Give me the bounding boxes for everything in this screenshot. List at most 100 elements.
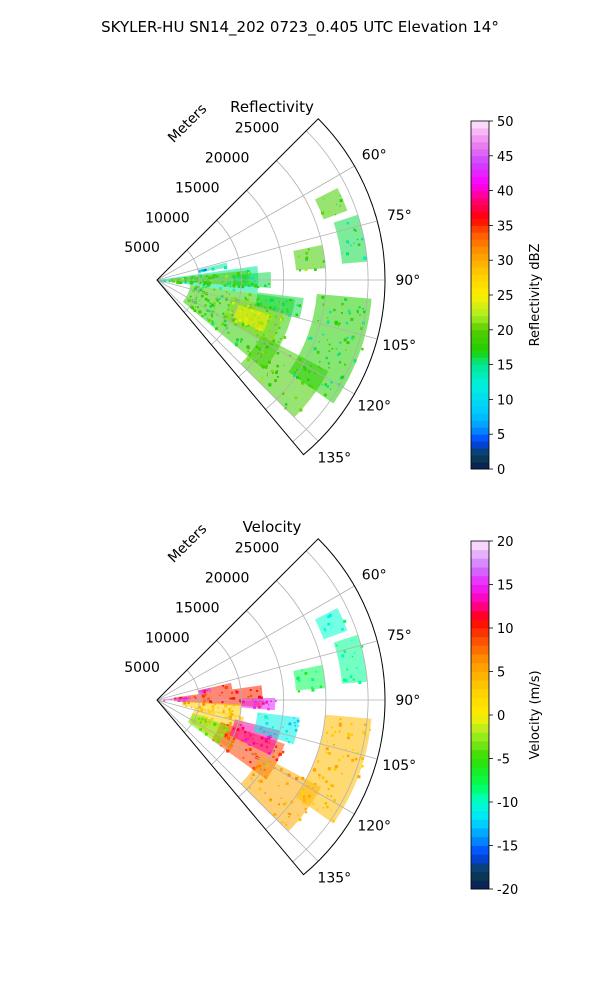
echo-gate [312, 802, 315, 805]
echo-gate [193, 696, 196, 698]
echo-gate [195, 296, 198, 299]
colorbar-segment [471, 190, 489, 198]
azimuth-line [156, 699, 355, 815]
echo-gate [320, 266, 322, 268]
colorbar-segment [471, 767, 489, 777]
echo-gate [346, 252, 350, 256]
echo-region [198, 687, 212, 693]
echo-gate [226, 749, 230, 753]
echo-gate [343, 650, 346, 653]
echo-gate [286, 308, 289, 311]
colorbar-segment [471, 601, 489, 611]
echo-gate [207, 697, 210, 700]
echo-gate [220, 734, 224, 737]
colorbar-segment [471, 854, 489, 864]
echo-gate [203, 281, 207, 285]
echo-gate [351, 335, 355, 339]
echo-gate [355, 667, 358, 669]
echo-gate [351, 639, 353, 641]
echo-gate [267, 360, 271, 364]
echo-gate [323, 627, 326, 631]
echo-gate [208, 318, 211, 322]
echo-gate [203, 278, 205, 280]
colorbar-segment [471, 308, 489, 317]
echo-gate [267, 377, 269, 379]
echo-gate [360, 327, 364, 330]
angle-tick-label: 120° [357, 818, 391, 834]
echo-gate [356, 311, 359, 314]
echo-gate [346, 336, 349, 339]
echo-gate [305, 811, 308, 814]
echo-gate [259, 377, 263, 381]
echo-gate [339, 718, 342, 721]
echo-gate [331, 347, 334, 350]
echo-gate [286, 738, 288, 740]
echo-gate [344, 652, 346, 654]
echo-gate [232, 318, 235, 321]
colorbar-segment [471, 880, 489, 890]
echo-gate [227, 724, 229, 726]
echo-gate [228, 293, 231, 295]
echo-gate [228, 708, 231, 711]
echo-gate [251, 356, 254, 359]
echo-gate [268, 383, 272, 387]
echo-gate [236, 314, 238, 316]
echo-gate [321, 211, 325, 215]
colorbar-segment [471, 567, 489, 577]
angle-tick-label: 120° [357, 398, 391, 414]
colorbar-label: Reflectivity dBZ [528, 244, 543, 347]
echo-gate [351, 339, 353, 341]
echo-gate [219, 287, 222, 290]
echo-gate [232, 737, 236, 741]
echo-gate [294, 396, 298, 400]
echo-gate [281, 821, 284, 824]
echo-gate [225, 297, 229, 301]
range-ring [238, 610, 285, 798]
echo-gate [251, 753, 254, 756]
echo-gate [365, 735, 367, 737]
echo-gate [331, 626, 332, 628]
echo-gate [208, 281, 212, 285]
colorbar-segment [471, 253, 489, 261]
echo-gate [256, 743, 258, 745]
echo-gate [215, 297, 218, 301]
echo-gate [369, 728, 371, 731]
colorbar-segment [471, 636, 489, 646]
echo-gate [331, 726, 334, 729]
echo-speckle-group [200, 689, 212, 695]
echo-gate [299, 377, 301, 379]
echo-region [240, 755, 322, 832]
range-tick-label: 25000 [235, 541, 280, 557]
echo-gate [264, 715, 268, 719]
range-tick-label: 20000 [205, 571, 250, 587]
echo-gate [224, 704, 227, 708]
echo-gate [190, 280, 192, 282]
echo-gate [279, 318, 283, 321]
echo-gate [267, 372, 269, 374]
echo-gate [184, 281, 187, 283]
echo-gate [221, 322, 225, 326]
colorbar-tick-label: 5 [497, 428, 505, 443]
echo-gate [204, 292, 208, 296]
colorbar-segment [471, 671, 489, 681]
echo-region [187, 712, 229, 745]
echo-gate [327, 741, 329, 743]
colorbar-segment [471, 315, 489, 324]
echo-gate [249, 761, 252, 764]
colorbar-segment [471, 715, 489, 725]
echo-gate [223, 709, 225, 712]
echo-gate [256, 302, 260, 306]
echo-gate [248, 748, 252, 751]
echo-gate [204, 720, 207, 723]
echo-gate [363, 310, 366, 314]
colorbar-segment [471, 197, 489, 205]
azimuth-line [156, 165, 355, 281]
echo-gate [245, 325, 248, 327]
echo-gate [199, 721, 202, 724]
echo-gate [240, 340, 242, 343]
echo-gate [350, 318, 354, 321]
echo-gate [275, 308, 277, 311]
echo-gate [321, 295, 325, 299]
panel-title: Reflectivity [230, 98, 314, 116]
